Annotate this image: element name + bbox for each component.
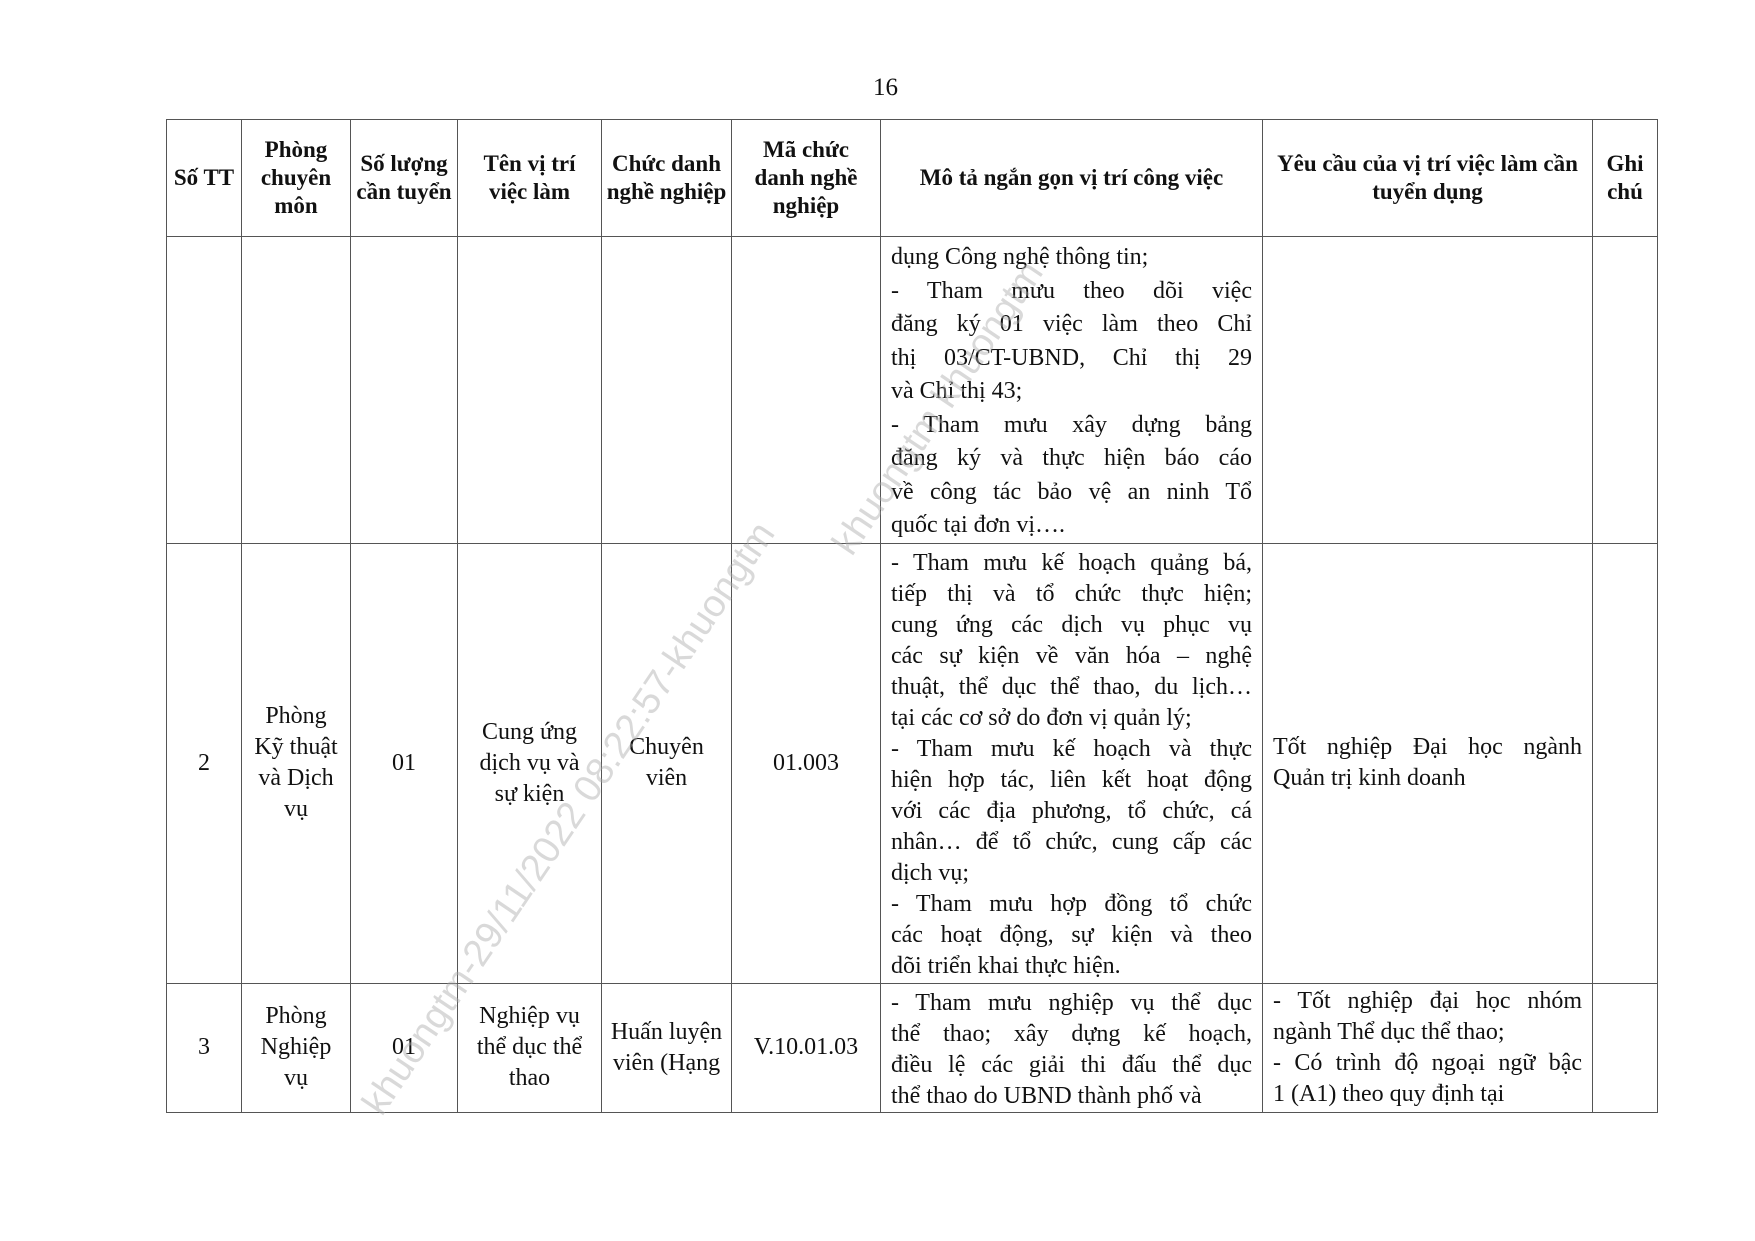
- text-line: hiện hợp tác, liên kết hoạt động: [891, 766, 1252, 793]
- cell-ten-vi-tri: [457, 236, 602, 544]
- header-stt: Số TT: [166, 119, 242, 237]
- text-line: Tốt nghiệp Đại học ngành: [1273, 734, 1582, 760]
- text-line: đăng ký và thực hiện báo cáo: [891, 445, 1252, 471]
- text-line: dụng Công nghệ thông tin;: [891, 244, 1149, 270]
- header-ghi-chu: Ghi chú: [1592, 119, 1658, 237]
- text-line: tại các cơ sở do đơn vị quản lý;: [891, 704, 1192, 731]
- text-line: - Tham mưu kế hoạch quảng bá,: [891, 549, 1252, 576]
- text-line: - Có trình độ ngoại ngữ bậc: [1273, 1049, 1582, 1076]
- text-line: - Tham mưu nghiệp vụ thể dục: [891, 989, 1252, 1016]
- header-phong: Phòng chuyên môn: [241, 119, 351, 237]
- cell-ghi-chu: [1592, 236, 1658, 544]
- table-row: dụng Công nghệ thông tin; - Tham mưu theo…: [166, 236, 1658, 544]
- header-ma-chuc-danh: Mã chức danh nghề nghiệp: [731, 119, 881, 237]
- cell-yeu-cau: [1262, 236, 1593, 544]
- cell-phong: Phòng Nghiệp vụ: [241, 982, 351, 1113]
- text-line: điều lệ các giải thi đấu thể dục: [891, 1051, 1252, 1078]
- text-line: cung ứng các dịch vụ phục vụ: [891, 611, 1252, 638]
- cell-stt: 2: [166, 542, 242, 984]
- table-row: 3 Phòng Nghiệp vụ 01 Nghiệp vụ thể dục thể …: [166, 982, 1658, 1113]
- cell-phong: Phòng Kỹ thuật và Dịch vụ: [241, 542, 351, 984]
- text-line: quốc tại đơn vị….: [891, 512, 1065, 538]
- cell-mo-ta: - Tham mưu nghiệp vụ thể dục thể thao; xâ…: [880, 982, 1263, 1113]
- cell-phong: [241, 236, 351, 544]
- cell-yeu-cau: - Tốt nghiệp đại học nhóm ngành Thể dục t…: [1262, 982, 1593, 1113]
- table-row: 2 Phòng Kỹ thuật và Dịch vụ 01 Cung ứng dịc…: [166, 542, 1658, 984]
- cell-yeu-cau: Tốt nghiệp Đại học ngành Quản trị kinh do…: [1262, 542, 1593, 984]
- text-line: tiếp thị và tổ chức thực hiện;: [891, 580, 1252, 607]
- text-line: thể thao do UBND thành phố và: [891, 1082, 1202, 1109]
- text-line: Quản trị kinh doanh: [1273, 765, 1466, 791]
- cell-stt: [166, 236, 242, 544]
- cell-chuc-danh: [601, 236, 732, 544]
- text-line: và Chỉ thị 43;: [891, 378, 1023, 404]
- cell-ten-vi-tri: Nghiệp vụ thể dục thể thao: [457, 982, 602, 1113]
- cell-mo-ta: dụng Công nghệ thông tin; - Tham mưu theo…: [880, 236, 1263, 544]
- cell-chuc-danh: Chuyên viên: [601, 542, 732, 984]
- text-line: dõi triển khai thực hiện.: [891, 952, 1121, 979]
- header-mo-ta: Mô tả ngắn gọn vị trí công việc: [880, 119, 1263, 237]
- text-line: dịch vụ;: [891, 859, 969, 886]
- recruitment-table: Số TT Phòng chuyên môn Số lượng cần tuyể…: [166, 119, 1658, 1113]
- cell-ma-chuc-danh: 01.003: [731, 542, 881, 984]
- cell-ten-vi-tri: Cung ứng dịch vụ và sự kiện: [457, 542, 602, 984]
- cell-chuc-danh: Huấn luyện viên (Hạng: [601, 982, 732, 1113]
- text-line: - Tham mưu theo dõi việc: [891, 277, 1252, 304]
- page-number: 16: [873, 74, 898, 101]
- cell-so-luong: [350, 236, 458, 544]
- text-line: thể thao; xây dựng kế hoạch,: [891, 1020, 1252, 1047]
- header-yeu-cau: Yêu cầu của vị trí việc làm cần tuyển dụ…: [1262, 119, 1593, 237]
- header-chuc-danh: Chức danh nghề nghiệp: [601, 119, 732, 237]
- text-line: đăng ký 01 việc làm theo Chỉ: [891, 311, 1252, 337]
- text-line: với các địa phương, tổ chức, cá: [891, 797, 1252, 824]
- text-line: - Tốt nghiệp đại học nhóm: [1273, 987, 1582, 1014]
- text-line: - Tham mưu xây dựng bảng: [891, 411, 1252, 438]
- text-line: - Tham mưu hợp đồng tổ chức: [891, 890, 1252, 917]
- header-so-luong: Số lượng cần tuyển: [350, 119, 458, 237]
- cell-so-luong: 01: [350, 982, 458, 1113]
- text-line: thị 03/CT-UBND, Chỉ thị 29: [891, 344, 1252, 371]
- text-line: ngành Thể dục thể thao;: [1273, 1018, 1505, 1045]
- cell-stt: 3: [166, 982, 242, 1113]
- header-row: Số TT Phòng chuyên môn Số lượng cần tuyể…: [166, 119, 1658, 237]
- header-ten-vi-tri: Tên vị trí việc làm: [457, 119, 602, 237]
- cell-ma-chuc-danh: V.10.01.03: [731, 982, 881, 1113]
- cell-so-luong: 01: [350, 542, 458, 984]
- text-line: thuật, thể dục thể thao, du lịch…: [891, 673, 1252, 700]
- text-line: nhân… để tổ chức, cung cấp các: [891, 828, 1252, 855]
- cell-ma-chuc-danh: [731, 236, 881, 544]
- text-line: về công tác bảo vệ an ninh Tổ: [891, 478, 1252, 505]
- cell-mo-ta: - Tham mưu kế hoạch quảng bá, tiếp thị và…: [880, 542, 1263, 984]
- text-line: các hoạt động, sự kiện và theo: [891, 921, 1252, 948]
- text-line: 1 (A1) theo quy định tại: [1273, 1080, 1505, 1107]
- cell-ghi-chu: [1592, 982, 1658, 1113]
- text-line: các sự kiện về văn hóa – nghệ: [891, 642, 1252, 669]
- cell-ghi-chu: [1592, 542, 1658, 984]
- text-line: - Tham mưu kế hoạch và thực: [891, 735, 1252, 762]
